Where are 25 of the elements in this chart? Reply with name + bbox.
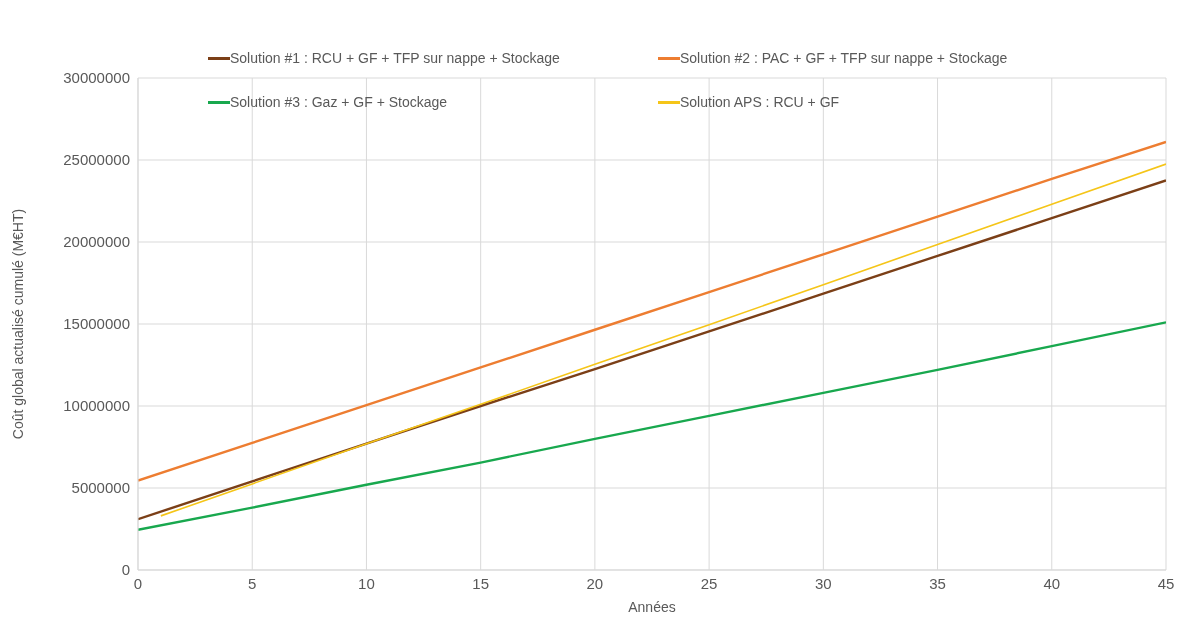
x-tick-label: 35 bbox=[929, 574, 946, 592]
legend-label: Solution #1 : RCU + GF + TFP sur nappe + Stockage bbox=[230, 50, 560, 66]
y-tick-label: 30000000 bbox=[63, 69, 130, 87]
y-tick-label: 15000000 bbox=[63, 315, 130, 333]
y-axis-title: Coût global actualisé cumulé (M€HT) bbox=[9, 208, 26, 440]
x-tick-label: 25 bbox=[700, 574, 718, 592]
y-tick-label: 20000000 bbox=[63, 233, 130, 251]
line-series bbox=[138, 140, 1166, 482]
x-tick-label: 45 bbox=[1157, 574, 1175, 592]
x-axis-title: Années bbox=[628, 599, 676, 615]
x-tick-label: 0 bbox=[133, 574, 143, 592]
line-series bbox=[138, 321, 1166, 532]
x-tick-label: 10 bbox=[358, 574, 375, 592]
x-tick-label: 40 bbox=[1043, 574, 1061, 592]
x-tick-label: 30 bbox=[814, 574, 832, 592]
x-tick-label: 20 bbox=[586, 574, 604, 592]
y-tick-label: 10000000 bbox=[63, 397, 130, 415]
x-tick-label: 5 bbox=[248, 574, 257, 592]
legend-label: Solution #2 : PAC + GF + TFP sur nappe + Stockage bbox=[680, 50, 1008, 66]
y-tick-label: 5000000 bbox=[71, 479, 130, 497]
y-tick-label: 0 bbox=[121, 561, 130, 579]
legend-label: Solution APS : RCU + GF bbox=[680, 94, 840, 110]
y-tick-label: 25000000 bbox=[63, 151, 130, 169]
x-tick-label: 15 bbox=[472, 574, 490, 592]
legend-label: Solution #3 : Gaz + GF + Stockage bbox=[230, 94, 448, 110]
